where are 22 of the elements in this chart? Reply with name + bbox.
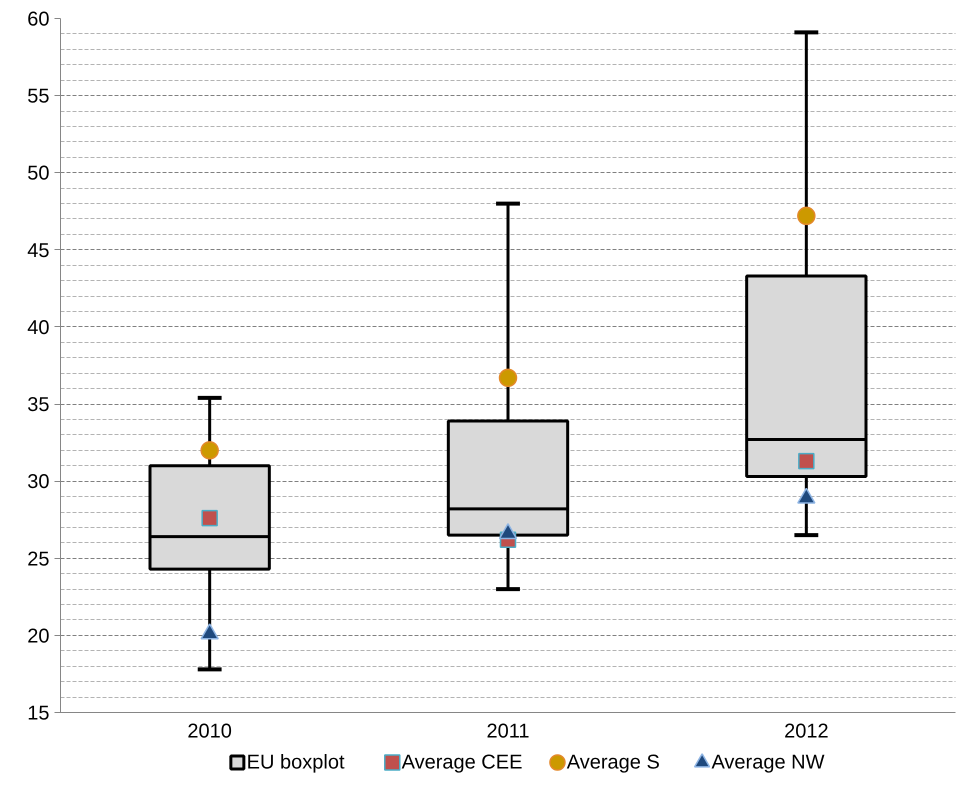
- y-tick-label: 25: [27, 548, 50, 570]
- point: [201, 510, 218, 526]
- x-tick-label: 2010: [187, 720, 232, 742]
- x-tick-label: 2011: [486, 720, 530, 742]
- y-tick-label: 20: [27, 625, 50, 648]
- y-tick-label: 50: [27, 162, 50, 185]
- y-tick-label: 30: [27, 471, 50, 494]
- point: [498, 368, 518, 388]
- point: [797, 206, 816, 226]
- legend-label: Average NW: [711, 752, 825, 774]
- x-tick-label: 2012: [784, 720, 829, 742]
- y-tick-label: 60: [27, 8, 50, 30]
- y-tick-label: 45: [27, 240, 50, 262]
- legend-label: EU boxplot: [246, 752, 345, 774]
- legend-label: Average S: [566, 752, 660, 774]
- y-tick-label: 40: [27, 316, 50, 339]
- point: [200, 441, 219, 460]
- y-tick-label: 55: [27, 86, 50, 108]
- y-tick-label: 15: [27, 702, 50, 724]
- y-tick-label: 35: [27, 394, 50, 416]
- point: [798, 452, 815, 470]
- legend-label: Average CEE: [402, 752, 522, 774]
